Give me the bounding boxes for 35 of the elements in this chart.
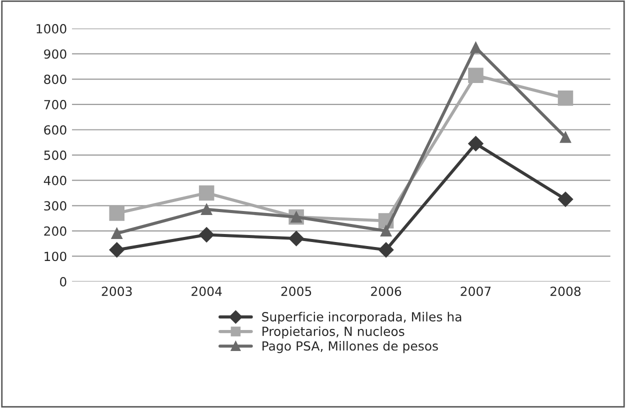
y-tick-label: 500 [44, 150, 66, 160]
y-tick-label: 800 [44, 74, 66, 84]
legend-label: Pago PSA, Millones de pesos [262, 341, 438, 354]
y-tick-label: 200 [44, 226, 66, 236]
point [558, 90, 574, 106]
point [201, 204, 212, 215]
x-tick-label: 2004 [192, 286, 222, 296]
x-tick-label: 2006 [371, 286, 402, 296]
legend-label: Propietarios, N nucleos [262, 326, 404, 339]
point [470, 42, 482, 54]
point [560, 132, 572, 143]
point [558, 192, 574, 207]
point [198, 185, 214, 201]
legend-label: Superficie incorporada, Miles ha [262, 312, 462, 324]
y-tick-label: 700 [44, 100, 66, 110]
x-tick-label: 2005 [281, 286, 312, 296]
y-tick-label: 300 [44, 201, 66, 211]
x-tick-label: 2003 [102, 286, 132, 296]
point [380, 225, 392, 236]
point [199, 227, 214, 242]
y-tick-label: 0 [60, 276, 66, 286]
point [468, 136, 484, 152]
point [111, 228, 122, 240]
y-tick-label: 900 [44, 49, 66, 59]
x-tick-label: 2008 [550, 286, 581, 296]
x-tick-label: 2007 [460, 286, 491, 296]
y-tick-label: 600 [44, 125, 66, 135]
point [378, 242, 394, 258]
y-tick-label: 400 [44, 176, 66, 186]
point [109, 206, 124, 221]
point [288, 230, 304, 246]
y-tick-label: 1000 [36, 24, 66, 34]
point [468, 68, 484, 83]
point [109, 242, 124, 258]
y-tick-label: 100 [44, 252, 66, 262]
